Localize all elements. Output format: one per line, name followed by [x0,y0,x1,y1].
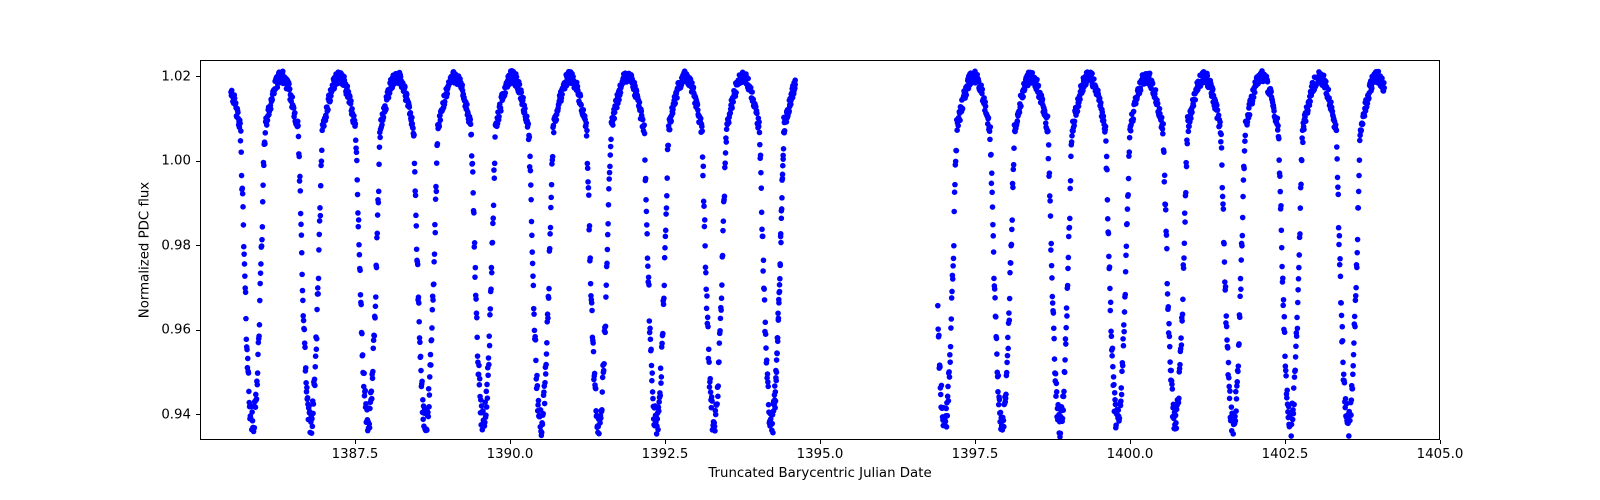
x-tick [355,440,356,444]
y-tick [196,76,200,77]
y-axis-label: Normalized PDC flux [138,182,153,318]
x-tick-label: 1390.0 [487,447,534,462]
x-tick-label: 1400.0 [1107,447,1154,462]
scatter-series [228,68,1387,440]
y-tick-label: 0.96 [161,323,191,338]
figure: 1387.5 1390.0 1392.5 1395.0 1397.5 1400.0 1402… [0,0,1600,500]
scatter-plot [200,60,1440,440]
y-tick [196,414,200,415]
y-tick [196,245,200,246]
plot-axes [200,60,1440,440]
x-tick [1440,440,1441,444]
x-tick [820,440,821,444]
y-tick-label: 0.94 [161,407,191,422]
x-tick-label: 1397.5 [952,447,999,462]
x-tick [665,440,666,444]
y-tick [196,330,200,331]
y-tick [196,161,200,162]
y-tick-label: 0.98 [161,238,191,253]
y-tick-label: 1.02 [161,69,191,84]
x-tick-label: 1402.5 [1262,447,1309,462]
x-tick-label: 1392.5 [642,447,689,462]
x-tick-label: 1405.0 [1417,447,1464,462]
x-tick [510,440,511,444]
x-tick [975,440,976,444]
x-tick [1285,440,1286,444]
x-tick-label: 1395.0 [797,447,844,462]
y-tick-label: 1.00 [161,154,191,169]
x-tick [1130,440,1131,444]
x-tick-label: 1387.5 [332,447,379,462]
spine-left [200,60,201,440]
spine-right [1439,60,1440,440]
x-axis-label: Truncated Barycentric Julian Date [708,466,931,481]
spine-top [200,60,1440,61]
